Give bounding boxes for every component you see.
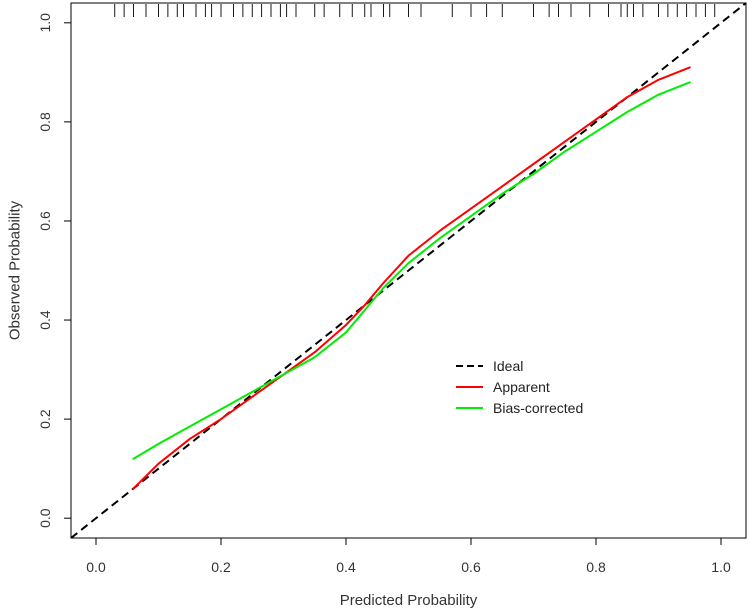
series-line-apparent [132,66,691,490]
x-tick-label: 0.2 [211,559,231,575]
legend-label: Apparent [493,379,550,395]
x-tick-label: 0.6 [461,559,481,575]
x-axis-title: Predicted Probability [340,592,478,609]
series-lines [71,3,746,538]
y-tick-label: 0.4 [37,310,53,330]
y-axis-title: Observed Probability [7,200,24,340]
legend-label: Ideal [493,358,523,374]
series-line-ideal [71,3,746,538]
x-tick-label: 1.0 [711,559,731,575]
y-tick-label: 0.2 [37,409,53,429]
x-tick-label: 0.4 [336,559,356,575]
rug-marks [114,4,716,17]
y-tick-label: 0.6 [37,211,53,231]
y-tick-label: 0.8 [37,112,53,132]
legend-label: Bias-corrected [493,400,583,416]
x-tick-label: 0.0 [86,559,106,575]
x-tick-label: 0.8 [586,559,606,575]
series-line-bias-corrected [132,81,691,460]
y-axis: 0.0 0.2 0.4 0.6 0.8 1.0 [37,13,71,528]
y-tick-label: 0.0 [37,508,53,528]
legend: Ideal Apparent Bias-corrected [456,358,583,416]
x-axis: 0.0 0.2 0.4 0.6 0.8 1.0 [86,537,731,575]
y-tick-label: 1.0 [37,13,53,33]
